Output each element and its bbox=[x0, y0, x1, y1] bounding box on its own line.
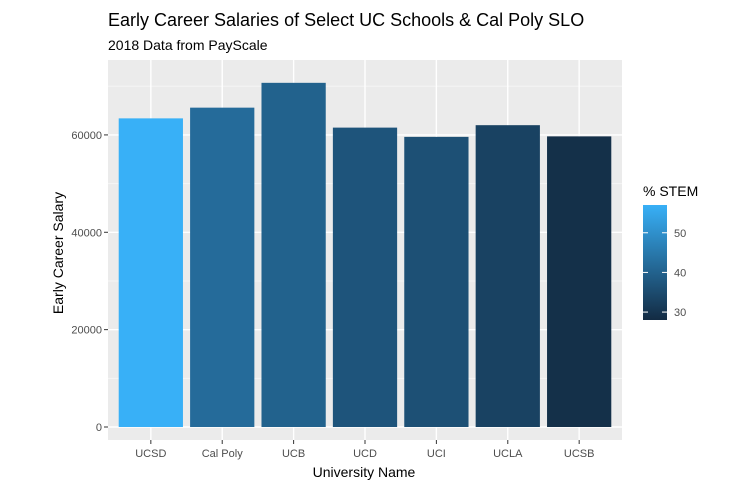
x-tick-label: UCSB bbox=[564, 448, 595, 460]
x-tick-label: Cal Poly bbox=[202, 448, 243, 460]
bar-uci bbox=[404, 136, 469, 427]
y-tick-label: 20000 bbox=[71, 325, 102, 337]
chart-title: Early Career Salaries of Select UC Schoo… bbox=[108, 10, 584, 30]
y-axis-title: Early Career Salary bbox=[50, 192, 66, 314]
bar-ucd bbox=[332, 127, 398, 427]
bar-ucla bbox=[475, 125, 540, 428]
chart-subtitle: 2018 Data from PayScale bbox=[108, 37, 268, 53]
legend-tick-label: 50 bbox=[674, 228, 686, 240]
bar-cal-poly bbox=[190, 107, 255, 428]
x-axis-title: University Name bbox=[313, 464, 416, 480]
y-tick-label: 60000 bbox=[71, 130, 102, 142]
bar-ucb bbox=[261, 82, 326, 427]
legend: % STEM 30 40 50 bbox=[643, 183, 698, 320]
x-tick-label: UCD bbox=[353, 448, 377, 460]
y-tick-label: 0 bbox=[96, 422, 102, 434]
legend-tick-label: 30 bbox=[674, 307, 686, 319]
y-tick-label: 40000 bbox=[71, 227, 102, 239]
legend-tick-label: 40 bbox=[674, 267, 686, 279]
legend-colorbar bbox=[643, 205, 667, 320]
plot-panel: 0 20000 40000 60000 UCSD Cal Poly UCB UCD UCI UCL… bbox=[71, 60, 622, 460]
bar-ucsd bbox=[118, 118, 183, 427]
x-tick-label: UCB bbox=[282, 448, 305, 460]
bar-ucsb bbox=[547, 136, 612, 428]
x-tick-label: UCLA bbox=[493, 448, 523, 460]
legend-title: % STEM bbox=[643, 183, 698, 199]
x-tick-label: UCI bbox=[427, 448, 446, 460]
x-tick-label: UCSD bbox=[135, 448, 166, 460]
